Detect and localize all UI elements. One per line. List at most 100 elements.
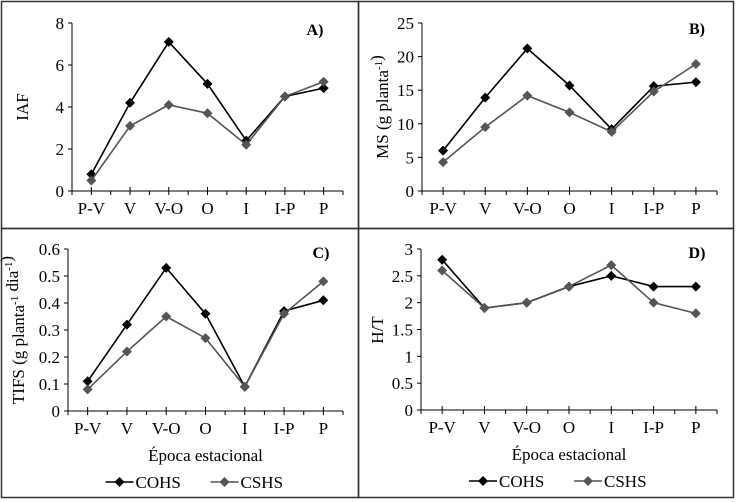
x-axis-label: Época estacional (148, 446, 263, 465)
data-point-cshs (82, 384, 93, 395)
y-axis-label-part: ) (0, 256, 16, 262)
x-tick-label: P-V (428, 418, 456, 437)
x-tick-label: P (319, 199, 328, 218)
panel-c: 0 0.1 0.2 0.3 0.4 0.5 0.6 P-V V V-O O I I-P P C) TIFS (… (0, 240, 344, 492)
data-point-cshs (564, 281, 574, 292)
x-tick-label: I (243, 199, 249, 218)
data-point-cshs (279, 91, 290, 102)
data-point-cshs (241, 139, 252, 150)
data-point-cohs (125, 97, 136, 108)
x-tick-label: I (242, 419, 248, 438)
y-tick-label: 25 (397, 14, 414, 33)
data-point-cshs (522, 90, 533, 101)
x-tick-label: I-P (643, 199, 664, 218)
data-point-cshs (690, 58, 701, 69)
y-axis-label-part: IAF (13, 93, 32, 120)
x-tick-label: P-V (74, 419, 102, 438)
data-point-cshs (606, 126, 617, 137)
y-tick-label: 20 (397, 48, 414, 67)
data-point-cshs (121, 346, 132, 357)
data-point-cshs (438, 157, 449, 168)
x-tick-label: V (478, 418, 491, 437)
data-point-cohs (82, 376, 93, 387)
data-point-cohs (318, 295, 329, 306)
data-point-cshs (521, 297, 532, 308)
data-point-cshs (480, 122, 491, 133)
y-axis-label: TIFS (g planta-1 dia-1) (0, 256, 28, 404)
y-tick-label: 10 (397, 115, 414, 134)
legend-label: COHS (499, 472, 544, 491)
legend-marker (478, 476, 488, 486)
y-tick-label: 0.5 (392, 374, 413, 393)
data-point-cshs (279, 308, 290, 319)
data-point-cohs (163, 36, 174, 47)
y-axis-label-sup: -1 (9, 296, 21, 305)
x-tick-label: I (609, 199, 615, 218)
data-point-cohs (648, 81, 659, 92)
y-tick-label: 0.3 (39, 321, 60, 340)
data-point-cohs (564, 80, 575, 91)
data-point-cshs (648, 297, 659, 308)
y-axis-label-part: ) (367, 55, 386, 61)
legend-marker (114, 477, 125, 487)
data-point-cohs (318, 83, 329, 94)
legend-label: CSHS (241, 473, 284, 492)
data-point-cshs (606, 260, 617, 271)
y-tick-label: 0.2 (39, 348, 60, 367)
y-tick-label: 15 (397, 81, 414, 100)
x-tick-label: P-V (78, 199, 106, 218)
panel-label: D) (689, 245, 706, 262)
panel-b-border (357, 0, 735, 230)
x-tick-label: I (608, 418, 614, 437)
x-tick-label: P-V (429, 199, 457, 218)
data-point-cohs (437, 254, 448, 265)
y-tick-label: 2.5 (392, 267, 413, 286)
y-axis-label: MS (g planta-1) (367, 55, 392, 159)
data-point-cshs (479, 303, 490, 314)
x-tick-label: V (479, 199, 492, 218)
y-tick-label: 2 (56, 140, 65, 159)
series-line-cohs (442, 47, 697, 152)
x-tick-label: V (121, 419, 134, 438)
y-tick-label: 2 (405, 294, 414, 313)
data-point-cshs (163, 99, 174, 110)
data-point-cohs (202, 78, 213, 89)
y-tick-label: 0 (405, 401, 414, 420)
data-point-cshs (648, 86, 659, 97)
x-tick-label: V-O (154, 199, 183, 218)
x-tick-label: O (563, 199, 575, 218)
panel-d: 0 0.5 1 1.5 2 2.5 3 P-V V V-O O I I-P P D) H/T Época est… (368, 240, 718, 491)
data-point-cshs (239, 381, 250, 392)
y-tick-label: 1.5 (392, 321, 413, 340)
x-axis-label: Época estacional (512, 445, 627, 464)
legend-marker (583, 476, 593, 486)
legend-label: COHS (136, 473, 181, 492)
panel-b: 0 5 10 15 20 25 P-V V V-O O I I-P P B) MS (g planta-1) (367, 14, 718, 218)
x-tick-label: I-P (275, 199, 296, 218)
y-tick-label: 0.5 (39, 267, 60, 286)
legend-marker (219, 477, 230, 487)
data-point-cshs (202, 108, 213, 119)
data-point-cohs (121, 319, 132, 330)
y-tick-label: 5 (406, 148, 415, 167)
data-point-cshs (690, 308, 701, 319)
y-tick-label: 0 (52, 402, 61, 421)
x-tick-label: V-O (513, 199, 542, 218)
y-tick-label: 0.1 (39, 375, 60, 394)
x-tick-label: V-O (152, 419, 181, 438)
data-point-cohs (522, 43, 533, 54)
y-axis-label-sup: -1 (3, 262, 15, 271)
panel-label: C) (313, 245, 330, 262)
data-point-cohs (200, 308, 211, 319)
y-tick-label: 0.6 (39, 240, 60, 259)
y-tick-label: 8 (56, 14, 65, 33)
y-tick-label: 0 (56, 182, 65, 201)
y-tick-label: 6 (56, 56, 65, 75)
data-point-cshs (161, 311, 172, 322)
y-tick-label: 3 (405, 240, 414, 259)
data-point-cshs (564, 107, 575, 118)
x-tick-label: V-O (512, 418, 541, 437)
y-axis-label-part: H/T (368, 316, 387, 344)
data-point-cohs (480, 92, 491, 103)
y-tick-label: 0 (406, 182, 415, 201)
